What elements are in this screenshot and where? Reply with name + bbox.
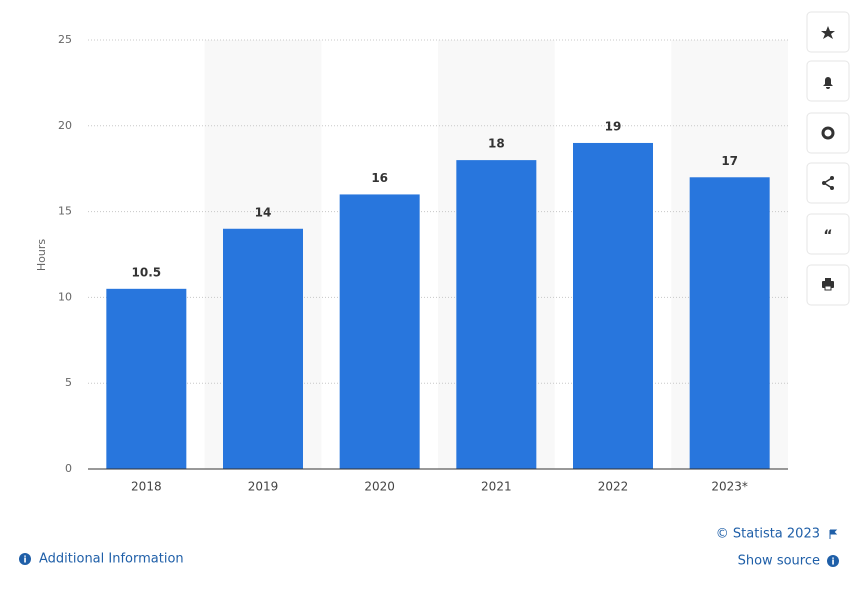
settings-button[interactable]: [806, 112, 850, 154]
value-label: 17: [721, 154, 738, 168]
value-label: 10.5: [132, 265, 162, 279]
show-source[interactable]: Show source: [738, 554, 820, 569]
flag-icon: [829, 529, 838, 539]
y-tick-label: 0: [65, 462, 72, 475]
cite-button[interactable]: “: [806, 213, 850, 255]
x-tick-label: 2019: [248, 480, 279, 494]
y-axis-label: Hours: [35, 239, 48, 271]
info-icon: [827, 555, 839, 567]
info-icon: [19, 553, 31, 565]
toolbar: “: [806, 11, 850, 306]
notify-button[interactable]: [806, 60, 850, 102]
y-tick-label: 10: [58, 290, 72, 303]
bar: [106, 288, 187, 469]
favorite-button[interactable]: [806, 11, 850, 53]
y-tick-label: 15: [58, 205, 72, 218]
y-tick-label: 5: [65, 376, 72, 389]
additional-information[interactable]: Additional Information: [39, 552, 184, 567]
share-button[interactable]: [806, 162, 850, 204]
bar: [223, 228, 303, 469]
info-icon-glyph: i: [23, 556, 26, 566]
y-tick-label: 20: [58, 119, 72, 132]
print-button[interactable]: [806, 264, 850, 306]
bar: [339, 194, 420, 469]
value-label: 16: [371, 171, 388, 185]
value-label: 18: [488, 137, 505, 151]
svg-text:“: “: [823, 228, 832, 244]
x-tick-label: 2018: [131, 480, 162, 494]
x-tick-label: 2020: [364, 480, 395, 494]
info-icon-glyph: i: [831, 558, 834, 568]
bar: [573, 142, 653, 469]
x-tick-label: 2021: [481, 480, 512, 494]
bar: [456, 160, 537, 469]
x-tick-label: 2023*: [711, 480, 748, 494]
copyright[interactable]: © Statista 2023: [716, 527, 820, 542]
x-tick-label: 2022: [598, 480, 629, 494]
value-label: 14: [255, 205, 272, 219]
bar: [689, 177, 770, 469]
y-tick-label: 25: [58, 33, 72, 46]
value-label: 19: [605, 119, 622, 133]
